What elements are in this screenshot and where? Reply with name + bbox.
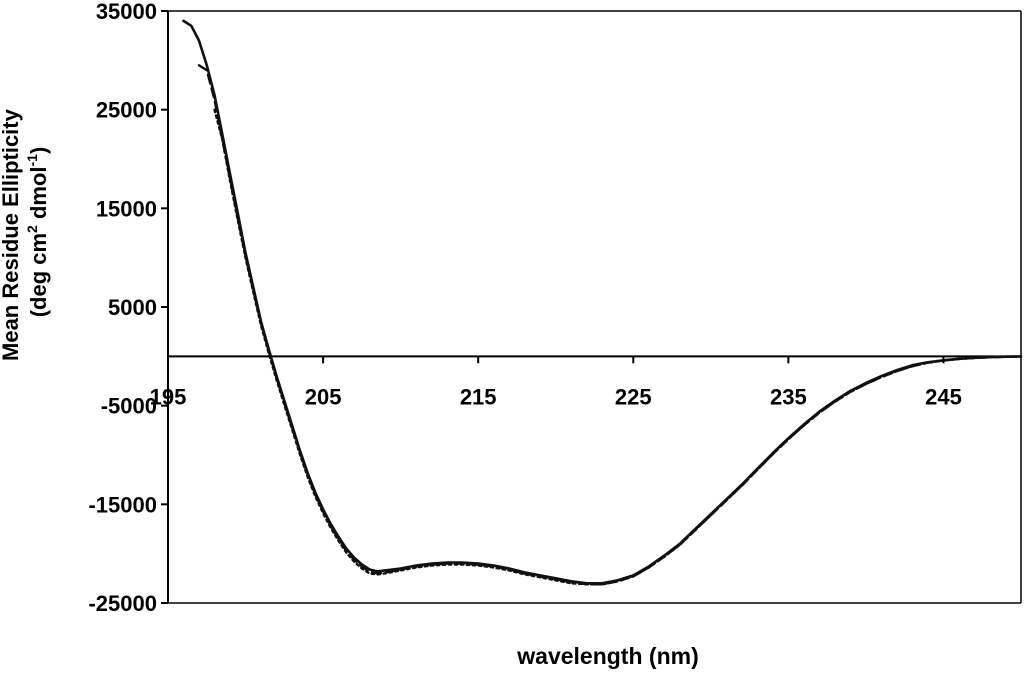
x-tick-label: 235 [770,384,807,409]
y-axis-title-line2-post: ) [26,147,51,154]
y-axis-title-line2-mid: dmol [26,166,51,225]
y-axis-title-line1: Mean Residue Ellipticity [0,108,23,361]
x-tick-label: 215 [460,384,497,409]
x-tick-label: 205 [305,384,342,409]
y-axis-title-sup2: -1 [24,154,40,167]
y-tick-label: -15000 [88,492,157,517]
y-axis-title-sup1: 2 [24,225,40,233]
y-axis-title-line2-pre: (deg cm [26,233,51,317]
y-tick-label: 25000 [96,98,157,123]
y-tick-label: -5000 [101,394,157,419]
y-tick-label: 35000 [96,0,157,24]
y-tick-label: 15000 [96,196,157,221]
series-layer [182,19,1023,586]
x-tick-label: 195 [150,384,187,409]
x-axis-title: wavelength (nm) [516,643,698,669]
x-tick-label: 245 [925,384,962,409]
x-tick-label: 225 [615,384,652,409]
y-axis-title: Mean Residue Ellipticity (deg cm2 dmol-1… [0,103,51,361]
series-line-3-dotted [213,108,1023,586]
tick-labels: 35000 25000 15000 5000 -5000 -15000 -25000 195 2… [88,0,961,616]
series-line-1-solid [182,19,1023,585]
y-tick-label: 5000 [108,295,157,320]
y-tick-label: -25000 [88,591,157,616]
plot-frame [167,10,1022,604]
